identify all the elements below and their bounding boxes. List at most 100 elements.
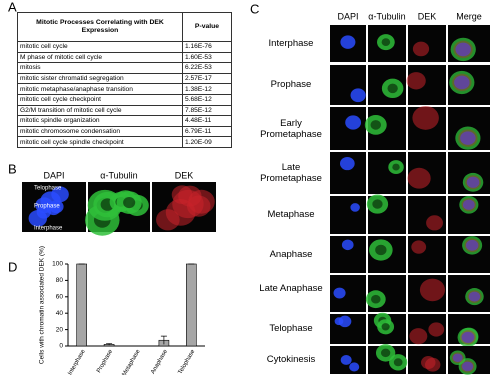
- table-row: mitotic cell cycle 1.16E-76: [17, 41, 232, 53]
- micrograph: [408, 236, 446, 273]
- cell: [462, 361, 474, 372]
- micrograph: [330, 196, 366, 234]
- table-cell: 1.20E-09: [182, 136, 232, 148]
- table-cell: mitotic metaphase/anaphase transition: [17, 83, 183, 95]
- micrograph: [368, 152, 406, 194]
- table-row: M phase of mitotic cell cycle 1.60E-53: [17, 51, 232, 64]
- row-label: Late Anaphase: [259, 282, 323, 294]
- column-header: DEK: [418, 11, 437, 21]
- cell: [467, 290, 482, 303]
- row-label: Early Prometaphase: [260, 117, 322, 140]
- cell: [460, 360, 475, 373]
- cell: [392, 163, 400, 171]
- table-cell: 6.79E-11: [182, 125, 232, 138]
- cell: [465, 239, 479, 251]
- panel-label: D: [8, 259, 17, 274]
- table-cell: mitotic cell cycle checkpoint: [17, 93, 183, 106]
- cell: [381, 323, 390, 331]
- column-header: DAPI: [337, 11, 358, 21]
- cell: [171, 185, 193, 205]
- row-label: Metaphase: [267, 209, 315, 220]
- header-cell: P-value: [182, 12, 232, 42]
- table-cell: G2/M transition of mitotic cell cycle: [17, 104, 183, 117]
- cell: [375, 244, 387, 256]
- cell: [412, 41, 430, 57]
- column-header: α-Tubulin: [368, 11, 405, 21]
- cell: [371, 294, 381, 304]
- table-cell: 1.38E-12: [182, 83, 232, 95]
- micrograph: [408, 25, 446, 62]
- cell: [458, 129, 478, 147]
- cell: [409, 328, 428, 345]
- row-label: Cytokinesis: [266, 354, 316, 365]
- table-cell: 6.22E-53: [182, 62, 232, 74]
- row-label: Anaphase: [269, 248, 313, 260]
- cell: [455, 42, 471, 57]
- panel-label: A: [8, 0, 17, 14]
- y-tick-label: 20: [56, 326, 64, 333]
- table-row: mitotic metaphase/anaphase transition 1.3…: [17, 83, 232, 95]
- cell: [466, 176, 480, 188]
- table-cell: 2.57E-17: [182, 72, 232, 85]
- y-tick-label: 0: [59, 343, 63, 350]
- cell: [428, 322, 445, 337]
- x-tick-label: Anaphase: [150, 348, 169, 375]
- x-tick-label: Interphase: [67, 348, 87, 375]
- table-row: mitotic chromosome condensation 6.79E-11: [17, 125, 232, 138]
- table-row: mitotic sister chromatid segregation 2.57…: [17, 72, 232, 85]
- micrograph: [330, 107, 366, 150]
- cell: [454, 75, 470, 90]
- cell: [387, 83, 398, 94]
- cell: [372, 199, 383, 209]
- table-cell: M phase of mitotic cell cycle: [17, 51, 183, 64]
- table-row: mitosis 6.22E-53: [17, 62, 232, 74]
- cell: [453, 40, 473, 59]
- x-tick-label: Prophase: [96, 348, 114, 374]
- cell: [380, 348, 391, 358]
- table-cell: mitotic cell cycle spindle checkpoint: [17, 136, 183, 148]
- table-header: Mitotic Processes Correlating with DEK E…: [17, 12, 232, 42]
- column-header: DEK: [175, 170, 194, 180]
- table-cell: mitotic chromosome condensation: [17, 125, 183, 138]
- row-label: Telophase: [269, 323, 313, 334]
- table-cell: 1.16E-76: [182, 41, 232, 53]
- header-cell: Mitotic Processes Correlating with DEK E…: [17, 12, 183, 42]
- cell: [406, 72, 426, 90]
- column-header: Merge: [456, 11, 482, 21]
- cell: [393, 358, 403, 367]
- bar: [76, 263, 87, 347]
- cell-annotation: Telophase: [34, 186, 62, 192]
- cell: [468, 291, 481, 302]
- cell: [459, 330, 476, 345]
- column-header: DAPI: [43, 170, 64, 180]
- cell: [345, 115, 362, 130]
- table-cell: 5.68E-12: [182, 93, 232, 106]
- cell: [460, 131, 476, 145]
- cell: [452, 353, 463, 363]
- cell: [349, 362, 360, 372]
- column-header: α-Tubulin: [100, 170, 137, 180]
- row-label: Interphase: [268, 37, 314, 49]
- cell: [340, 35, 356, 49]
- y-tick-label: 60: [56, 294, 64, 301]
- cell: [381, 38, 391, 47]
- cell: [411, 240, 427, 254]
- row-label: Prophase: [270, 79, 312, 90]
- table-row: mitotic cell cycle checkpoint 5.68E-12: [17, 93, 232, 106]
- table-cell: mitotic sister chromatid segregation: [17, 72, 183, 85]
- cell: [407, 167, 431, 189]
- cell: [36, 205, 51, 219]
- cell: [51, 186, 69, 203]
- panel-label: C: [250, 1, 259, 16]
- cell: [464, 238, 480, 253]
- cell: [419, 278, 446, 302]
- table-cell: 1.60E-53: [182, 51, 232, 64]
- cell: [465, 175, 481, 190]
- table-cell: mitotic spindle organization: [17, 115, 183, 127]
- x-tick-label: Telophase: [178, 348, 197, 375]
- cell: [452, 73, 472, 92]
- cell: [123, 196, 136, 209]
- cell: [334, 317, 344, 326]
